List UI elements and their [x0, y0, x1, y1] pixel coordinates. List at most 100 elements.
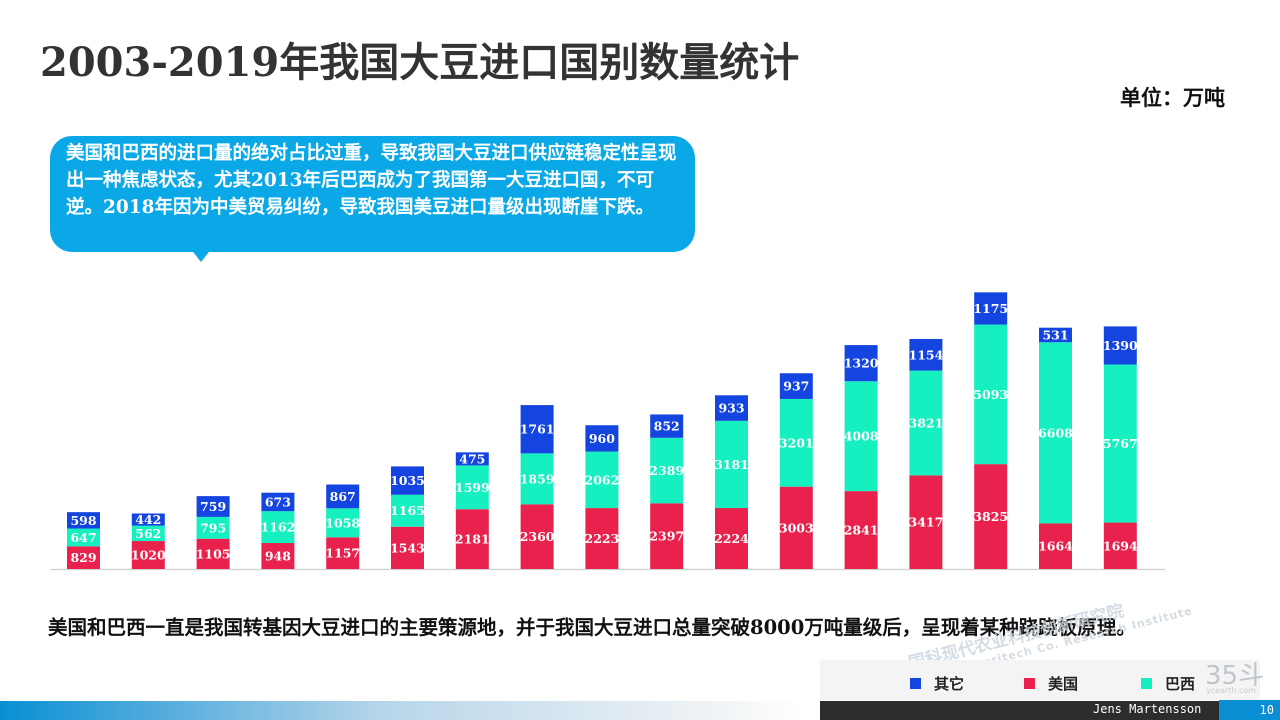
- bar-other-2011: [585, 425, 619, 452]
- bar-usa-2003: [67, 546, 100, 569]
- bar-brazil-2016: [909, 370, 943, 476]
- data-label-brazil-2015: 4008: [844, 429, 879, 444]
- bar-brazil-2008: [391, 494, 424, 527]
- legend-swatch-usa: [1024, 678, 1035, 689]
- data-label-usa-2003: 829: [70, 550, 96, 565]
- data-label-brazil-2005: 795: [200, 520, 226, 535]
- bar-brazil-2018: [1039, 342, 1072, 524]
- bar-brazil-2007: [326, 508, 360, 538]
- data-label-usa-2015: 2841: [844, 523, 879, 538]
- bar-usa-2009: [455, 509, 489, 569]
- bar-usa-2008: [391, 526, 424, 569]
- callout-tail: [190, 248, 212, 262]
- bar-other-2009: [455, 452, 489, 466]
- bar-usa-2011: [585, 508, 619, 569]
- legend-item-usa: 美国: [1024, 673, 1078, 694]
- data-label-usa-2014: 3003: [779, 520, 814, 535]
- data-label-brazil-2006: 1162: [261, 520, 296, 535]
- bar-brazil-2017: [974, 324, 1008, 465]
- data-label-usa-2011: 2223: [585, 531, 620, 546]
- bar-brazil-2005: [196, 516, 230, 539]
- legend-background: [820, 660, 1260, 700]
- bar-other-2018: [1039, 327, 1072, 343]
- bar-brazil-2011: [585, 451, 619, 509]
- bar-usa-2017: [974, 464, 1008, 569]
- bar-other-2003: [67, 512, 100, 529]
- bar-brazil-2013: [715, 420, 748, 509]
- bar-other-2019: [1103, 326, 1137, 365]
- data-label-usa-2012: 2397: [649, 529, 684, 544]
- data-label-usa-2016: 3417: [909, 515, 944, 530]
- bar-brazil-2009: [455, 465, 489, 510]
- bar-usa-2016: [909, 475, 943, 569]
- bar-usa-2019: [1103, 522, 1137, 569]
- data-label-brazil-2003: 647: [70, 530, 96, 545]
- legend-label-usa: 美国: [1048, 675, 1079, 693]
- bar-other-2006: [261, 492, 295, 512]
- data-label-other-2016: 1154: [909, 347, 944, 362]
- data-label-other-2005: 759: [200, 499, 226, 514]
- data-label-other-2013: 933: [718, 401, 744, 416]
- bar-other-2010: [520, 405, 554, 454]
- bar-brazil-2003: [67, 528, 100, 547]
- unit-label: 单位：万吨: [1120, 85, 1225, 110]
- callout-bubble: 美国和巴西的进口量的绝对占比过重，导致我国大豆进口供应链稳定性呈现出一种焦虑状态…: [50, 136, 695, 252]
- legend-item-brazil: 巴西: [1141, 673, 1195, 694]
- bar-usa-2014: [779, 486, 813, 569]
- data-label-other-2009: 475: [459, 451, 485, 466]
- bar-other-2004: [131, 513, 165, 526]
- footer-author: Jens Martensson: [1093, 702, 1202, 716]
- bar-brazil-2006: [261, 511, 295, 544]
- bar-other-2005: [196, 496, 230, 517]
- bar-other-2008: [391, 466, 424, 495]
- data-label-brazil-2007: 1058: [325, 515, 360, 530]
- bar-brazil-2012: [650, 437, 684, 504]
- data-label-other-2006: 673: [265, 494, 291, 509]
- legend-swatch-other: [910, 678, 921, 689]
- summary-text: 美国和巴西一直是我国转基因大豆进口的主要策源地，并于我国大豆进口总量突破8000…: [48, 616, 1136, 639]
- data-label-other-2014: 937: [783, 379, 809, 394]
- data-label-brazil-2008: 1165: [390, 503, 425, 518]
- data-label-brazil-2017: 5093: [973, 387, 1008, 402]
- data-label-brazil-2014: 3201: [779, 435, 814, 450]
- badge-logo: 35斗: [1205, 661, 1265, 691]
- badge-domain: ycearth.com: [1206, 686, 1257, 695]
- data-label-brazil-2019: 5767: [1103, 436, 1138, 451]
- data-label-brazil-2012: 2389: [649, 463, 684, 478]
- data-label-usa-2018: 1664: [1038, 539, 1073, 554]
- bar-brazil-2014: [779, 398, 813, 487]
- legend-item-other: 其它: [910, 673, 964, 694]
- data-label-brazil-2011: 2062: [585, 472, 620, 487]
- bar-usa-2015: [844, 491, 878, 569]
- legend-swatch-brazil: [1141, 678, 1152, 689]
- data-label-other-2008: 1035: [390, 473, 425, 488]
- data-label-other-2018: 531: [1042, 327, 1068, 342]
- legend-label-brazil: 巴西: [1165, 675, 1196, 693]
- data-label-usa-2004: 1020: [131, 548, 166, 563]
- bar-other-2015: [844, 345, 878, 382]
- data-label-usa-2005: 1105: [196, 546, 231, 561]
- data-label-usa-2013: 2224: [714, 531, 749, 546]
- data-label-brazil-2016: 3821: [909, 415, 944, 430]
- data-label-other-2010: 1761: [520, 422, 555, 437]
- bar-usa-2012: [650, 503, 684, 569]
- bar-usa-2006: [261, 543, 295, 569]
- data-label-brazil-2004: 562: [135, 526, 161, 541]
- bar-brazil-2015: [844, 381, 878, 492]
- data-label-brazil-2010: 1859: [520, 471, 555, 486]
- data-label-brazil-2013: 3181: [714, 457, 749, 472]
- data-label-other-2017: 1175: [973, 301, 1008, 316]
- data-label-usa-2009: 2181: [455, 532, 490, 547]
- bar-usa-2013: [715, 508, 748, 569]
- data-label-other-2019: 1390: [1103, 338, 1138, 353]
- footer-dark-bar: [820, 701, 1280, 720]
- data-label-other-2004: 442: [135, 512, 161, 527]
- data-label-usa-2010: 2360: [520, 529, 555, 544]
- data-label-brazil-2018: 6608: [1038, 425, 1073, 440]
- page-title: 2003-2019年我国大豆进口国别数量统计: [40, 39, 800, 86]
- data-label-usa-2008: 1543: [390, 540, 425, 555]
- bar-brazil-2004: [131, 525, 165, 542]
- bar-usa-2007: [326, 537, 360, 569]
- bar-other-2017: [974, 292, 1008, 325]
